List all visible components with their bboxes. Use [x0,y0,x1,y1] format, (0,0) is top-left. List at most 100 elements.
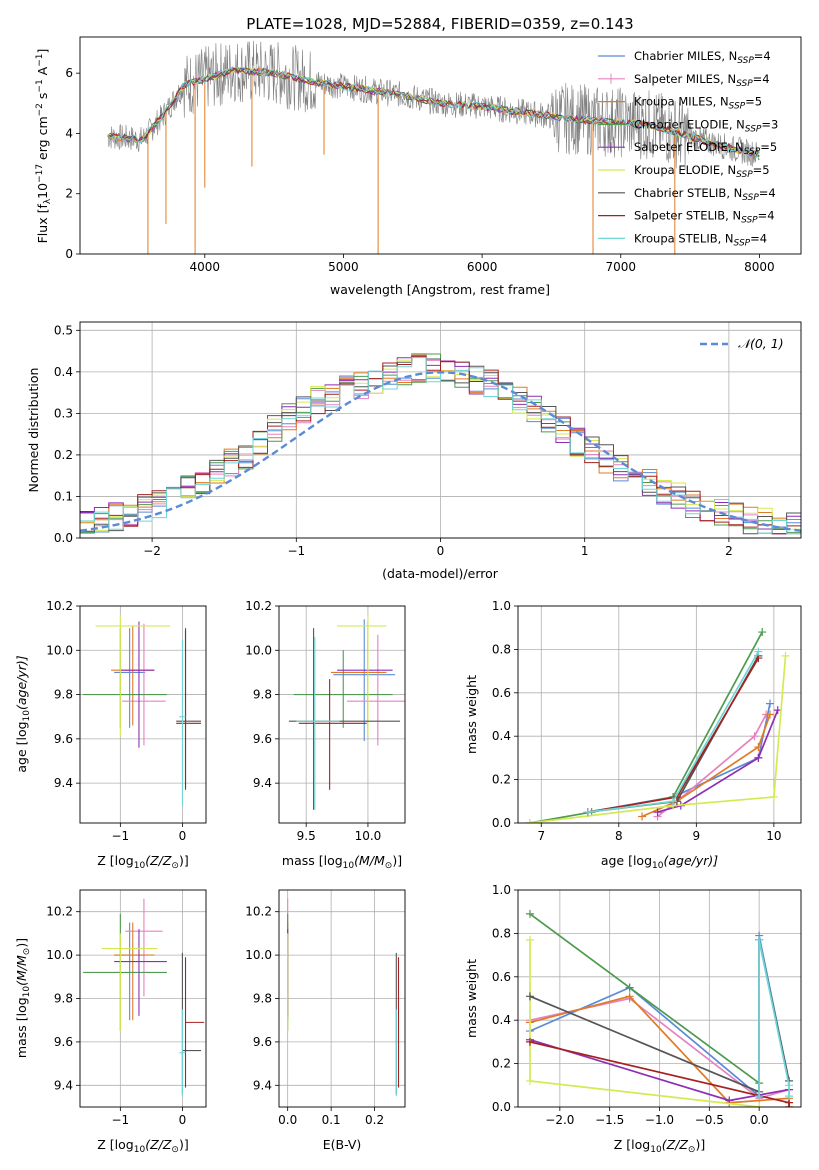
label-part: erg cm [35,116,50,164]
label-part: ⊙ [385,861,393,871]
y-tick-label: 10.2 [46,905,73,919]
mass-weight-marker [525,1037,534,1046]
y-tick-label: 0.5 [54,323,73,337]
y-tick-label: 0.4 [492,729,511,743]
x-tick-label: −1 [111,1113,129,1127]
y-tick-label: 6 [65,66,73,80]
mass-weight-marker [525,909,534,918]
mass-weight-marker [769,792,778,801]
y-tick-label: 1.0 [492,599,511,613]
y-tick-label: 0.0 [54,531,73,545]
residuals-panel: −2 −1 0 1 2 0.0 0.1 0.2 0.3 0.4 0.5 𝒩(0, 1) (data-mo… [26,321,802,581]
x-tick-label: 0.2 [365,1113,384,1127]
label-part: )] [179,1137,189,1152]
x-tick-label: 7000 [605,260,636,274]
label-part: )] [14,938,29,948]
label-part: E(B-V) [323,1137,362,1152]
label-part: Flux [f [35,204,50,244]
legend-label: Chabrier MILES, NSSP=4 [634,49,771,66]
label-part: −1 [35,54,45,67]
y-axis-label: mass weight [464,959,479,1038]
legend-label: Salpeter ELODIE, NSSP=5 [634,140,777,157]
normal-curve [80,371,801,532]
y-tick-label: 10.0 [245,643,272,657]
label-part: SSP [742,193,759,203]
label-part: λ [43,198,53,204]
x-tick-label: 10 [766,829,781,843]
x-axis-label: Z [log10(Z/Z⊙)] [97,1137,188,1155]
model-spectrum [107,66,760,159]
label-part: age [log [14,721,29,772]
x-axis-label: Z [log10(Z/Z⊙)] [97,853,188,871]
x-axis-label: mass [log10(M/M⊙)] [282,853,402,871]
label-part: =5 [760,140,777,154]
mass-weight-marker [758,628,767,637]
label-part: Salpeter MILES, N [634,72,736,86]
mass-weight-marker [583,808,592,817]
label-part: =5 [753,163,770,177]
y-tick-label: 0.4 [54,365,73,379]
label-part: 10 [134,861,146,871]
y-axis-label: age [log10(age/yr)] [14,655,32,772]
mass-weight-marker [638,812,647,821]
legend-label: Kroupa ELODIE, NSSP=5 [634,163,770,180]
label-part: (M/M [14,955,29,986]
x-tick-label: 0 [437,544,445,558]
x-tick-label: −2 [143,544,161,558]
label-part: 10 [650,1145,662,1155]
y-tick-label: 4 [65,126,73,140]
mass-weight-marker [785,1103,794,1107]
mass-weight-marker [525,992,534,1001]
mass-weight-marker [755,935,764,944]
mass-vs-metallicity-panel: −1 09.49.69.810.010.2Z [log10(Z/Z⊙)]mass … [14,889,207,1155]
x-tick-label: 0.0 [278,1113,297,1127]
label-part: )] [392,853,402,868]
y-tick-label: 0.8 [492,926,511,940]
x-axis-label: wavelength [Angstrom, rest frame] [330,282,550,297]
label-part: (Z/Z [145,1137,172,1152]
label-part: −17 [35,164,45,183]
residual-histogram [80,357,801,538]
label-part: ⊙ [171,861,179,871]
mass-weight-marker [653,808,662,817]
label-part: Z [log [614,1137,650,1152]
label-part: −2 [35,103,45,116]
label-part: s [35,93,50,104]
y-axis-label: mass weight [464,675,479,754]
plot-area [83,614,202,806]
label-part: SSP [745,124,762,134]
label-part: Z [log [97,1137,133,1152]
y-tick-label: 0.2 [492,773,511,787]
label-part: mass [log [282,853,343,868]
y-tick-label: 9.6 [253,1035,272,1049]
y-tick-label: 9.6 [253,732,272,746]
label-part: 10 [134,1145,146,1155]
y-axis-label: Normed distribution [26,368,41,493]
y-tick-label: 10.0 [245,948,272,962]
label-part: −1 [35,79,45,92]
x-tick-label: −1.0 [645,1113,674,1127]
x-tick-label: 5000 [328,260,359,274]
label-part: =4 [754,49,771,63]
label-part: A [35,66,50,79]
x-tick-label: 8000 [744,260,775,274]
x-tick-label: 2 [725,544,733,558]
label-part: 10 [652,861,664,871]
label-part: 10 [22,710,32,722]
label-part: =3 [761,117,778,131]
x-tick-label: 0.0 [750,1113,769,1127]
mass-weight-marker [765,710,774,719]
y-axis-label: Flux [fλ10−17 erg cm−2 s−1 A−1] [35,49,53,244]
y-tick-label: 9.8 [253,688,272,702]
y-tick-label: 0 [65,247,73,261]
y-tick-label: 0.0 [492,1100,511,1114]
legend-label: 𝒩(0, 1) [738,336,784,351]
legend-label: Salpeter MILES, NSSP=4 [634,72,770,89]
x-tick-label: 9 [693,829,701,843]
x-tick-label: −2.0 [545,1113,574,1127]
y-tick-label: 9.8 [54,688,73,702]
age-vs-metallicity-panel: −1 09.49.69.810.010.2Z [log10(Z/Z⊙)]age [… [14,599,207,871]
label-part: =5 [745,95,762,109]
label-part: SSP [737,56,754,66]
